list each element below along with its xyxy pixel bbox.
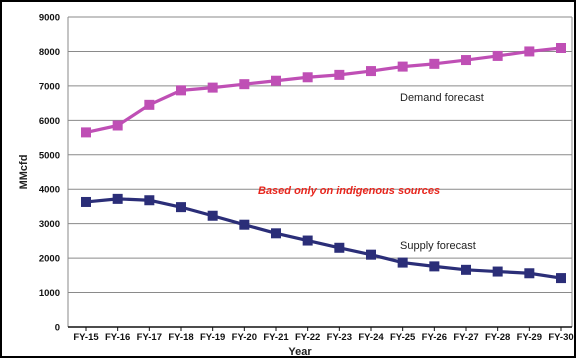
x-tick-label: FY-30 [548,332,573,343]
x-tick-label: FY-16 [105,332,130,343]
x-tick-label: FY-25 [390,332,416,343]
series-2-marker [239,219,250,230]
series-2-marker [271,228,281,239]
series-1-marker [302,72,313,83]
series-1-marker [239,79,250,90]
x-axis-title: Year [288,346,312,358]
series-2-marker [176,202,186,213]
x-tick-label: FY-17 [137,332,162,343]
series-1-marker [397,61,408,72]
x-tick-label: FY-22 [295,332,320,343]
series-2-marker [492,266,503,277]
x-tick-label: FY-21 [263,332,289,343]
series-1-marker [334,69,345,80]
x-tick-label: FY-29 [517,332,542,343]
series-2-marker [81,196,91,207]
y-tick-label: 3000 [39,219,60,230]
y-tick-label: 6000 [39,116,60,127]
series-1-marker [271,75,281,86]
series-2-marker [366,249,376,260]
x-tick-label: FY-24 [358,332,384,343]
series-1-marker [366,66,376,77]
series-1-marker [112,120,123,131]
y-tick-label: 1000 [39,288,60,299]
series-1-marker [492,50,503,61]
series-label-1: Demand forecast [400,92,484,104]
x-tick-label: FY-26 [422,332,447,343]
series-line-2 [85,197,562,280]
series-1-marker [81,127,91,138]
y-tick-label: 7000 [39,81,60,92]
series-group [81,43,566,284]
x-tick-label: FY-27 [453,332,478,343]
series-line-1 [85,46,562,134]
series-1-marker [461,55,471,66]
x-tick-label: FY-28 [485,332,510,343]
x-tick-label: FY-15 [73,332,99,343]
series-1-marker [144,99,155,110]
y-tick-label: 8000 [39,47,60,58]
y-axis-title: MMcfd [18,155,30,190]
gridlines [68,16,572,294]
series-2-marker [556,273,566,284]
series-1-marker [207,82,218,93]
series-1-marker [556,43,566,53]
series-2-marker [207,210,218,221]
y-tick-label: 5000 [39,150,60,161]
x-tick-label: FY-19 [200,332,225,343]
y-tick-label: 9000 [39,13,60,24]
series-2-marker [397,257,408,268]
labels-group: 0 1000 2000 3000 4000 5000 6000 7000 8000 9000 FY-… [18,13,574,358]
series-2-marker [429,261,440,272]
x-tick-label: FY-20 [232,332,257,343]
x-tick-label: FY-23 [327,332,352,343]
x-tick-label: FY-18 [168,332,193,343]
y-tick-label: 0 [55,323,60,334]
axes [67,17,573,331]
series-2-marker [461,264,471,275]
series-2-marker [112,193,123,204]
annotation-text: Based only on indigenous sources [258,185,440,197]
series-1-marker [176,85,186,96]
y-tick-label: 2000 [39,254,60,265]
series-1-marker [429,58,440,69]
y-tick-label: 4000 [39,185,60,196]
series-2-marker [524,268,535,279]
series-1-marker [524,46,535,57]
series-label-2: Supply forecast [400,240,476,252]
series-2-marker [302,235,313,246]
series-2-marker [334,242,345,253]
series-2-marker [144,195,155,206]
